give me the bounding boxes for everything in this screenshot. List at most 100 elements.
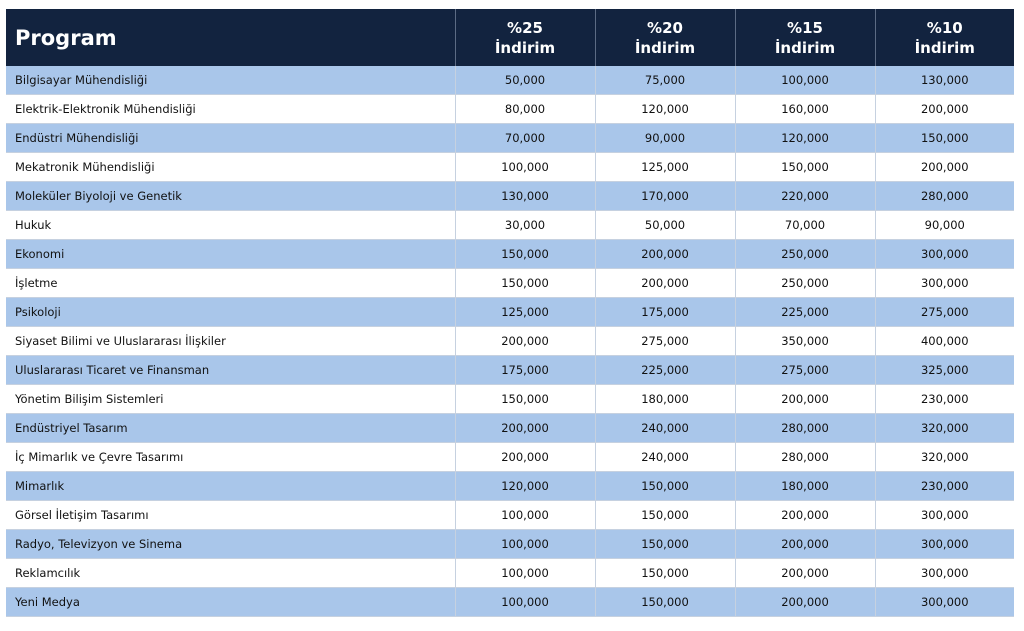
discount-25-cell: 100,000 [455, 529, 596, 559]
table-row: Ekonomi 150,000 200,000 250,000 300,000 [6, 239, 1014, 269]
program-name-cell: Uluslararası Ticaret ve Finansman [6, 355, 456, 385]
discount-20-cell: 75,000 [595, 66, 736, 95]
discount-15-cell: 250,000 [735, 268, 876, 298]
discount-20-cell: 125,000 [595, 152, 736, 182]
discount-10-cell: 230,000 [875, 471, 1014, 501]
discount-10-cell: 320,000 [875, 442, 1014, 472]
discount-15-cell: 250,000 [735, 239, 876, 269]
discount-25-cell: 70,000 [455, 123, 596, 153]
discount-25-cell: 120,000 [455, 471, 596, 501]
table-row: Endüstriyel Tasarım 200,000 240,000 280,… [6, 413, 1014, 443]
discount-25-cell: 130,000 [455, 181, 596, 211]
discount-25-cell: 100,000 [455, 152, 596, 182]
program-name-cell: Elektrik-Elektronik Mühendisliği [6, 94, 456, 124]
discount-table-container: Program %25 İndirim %20 İndirim %15 İndi… [6, 9, 1014, 617]
discount-10-cell: 275,000 [875, 297, 1014, 327]
discount-25-cell: 150,000 [455, 239, 596, 269]
table-row: Radyo, Televizyon ve Sinema 100,000 150,… [6, 529, 1014, 559]
discount-10-cell: 400,000 [875, 326, 1014, 356]
table-row: Siyaset Bilimi ve Uluslararası İlişkiler… [6, 326, 1014, 356]
program-name-cell: Yeni Medya [6, 587, 456, 617]
discount-20-cell: 150,000 [595, 587, 736, 617]
program-name-cell: Hukuk [6, 210, 456, 240]
discount-15-cell: 200,000 [735, 529, 876, 559]
table-row: Yeni Medya 100,000 150,000 200,000 300,0… [6, 587, 1014, 617]
discount-10-cell: 320,000 [875, 413, 1014, 443]
column-header-percent: %15 [787, 18, 823, 37]
program-name-cell: Reklamcılık [6, 558, 456, 588]
discount-15-cell: 350,000 [735, 326, 876, 356]
program-name-cell: Yönetim Bilişim Sistemleri [6, 384, 456, 414]
discount-20-cell: 240,000 [595, 442, 736, 472]
discount-15-cell: 100,000 [735, 66, 876, 95]
discount-20-cell: 225,000 [595, 355, 736, 385]
discount-15-cell: 200,000 [735, 587, 876, 617]
discount-10-cell: 200,000 [875, 152, 1014, 182]
discount-25-cell: 200,000 [455, 442, 596, 472]
table-row: Endüstri Mühendisliği 70,000 90,000 120,… [6, 123, 1014, 153]
discount-20-cell: 200,000 [595, 268, 736, 298]
header-row: Program %25 İndirim %20 İndirim %15 İndi… [6, 9, 1014, 66]
discount-20-cell: 180,000 [595, 384, 736, 414]
discount-20-cell: 50,000 [595, 210, 736, 240]
discount-10-cell: 300,000 [875, 500, 1014, 530]
discount-15-cell: 200,000 [735, 558, 876, 588]
discount-15-cell: 200,000 [735, 500, 876, 530]
discount-25-cell: 30,000 [455, 210, 596, 240]
program-name-cell: Endüstriyel Tasarım [6, 413, 456, 443]
discount-15-cell: 120,000 [735, 123, 876, 153]
column-header-label: İndirim [774, 38, 836, 57]
discount-20-cell: 240,000 [595, 413, 736, 443]
discount-10-cell: 90,000 [875, 210, 1014, 240]
column-header-program: Program [6, 9, 456, 66]
discount-20-cell: 150,000 [595, 558, 736, 588]
column-header-discount-15: %15 İndirim [735, 9, 876, 66]
table-row: Görsel İletişim Tasarımı 100,000 150,000… [6, 500, 1014, 530]
discount-20-cell: 275,000 [595, 326, 736, 356]
discount-15-cell: 150,000 [735, 152, 876, 182]
column-header-label: İndirim [634, 38, 696, 57]
discount-25-cell: 100,000 [455, 558, 596, 588]
discount-25-cell: 175,000 [455, 355, 596, 385]
discount-25-cell: 80,000 [455, 94, 596, 124]
discount-20-cell: 200,000 [595, 239, 736, 269]
discount-10-cell: 300,000 [875, 558, 1014, 588]
column-header-label: İndirim [494, 38, 556, 57]
discount-15-cell: 70,000 [735, 210, 876, 240]
discount-20-cell: 150,000 [595, 529, 736, 559]
table-row: Bilgisayar Mühendisliği 50,000 75,000 10… [6, 66, 1014, 95]
discount-15-cell: 160,000 [735, 94, 876, 124]
discount-10-cell: 150,000 [875, 123, 1014, 153]
program-name-cell: Moleküler Biyoloji ve Genetik [6, 181, 456, 211]
column-header-percent: %25 [507, 18, 543, 37]
table-row: Moleküler Biyoloji ve Genetik 130,000 17… [6, 181, 1014, 211]
table-row: Mimarlık 120,000 150,000 180,000 230,000 [6, 471, 1014, 501]
discount-25-cell: 100,000 [455, 500, 596, 530]
discount-15-cell: 180,000 [735, 471, 876, 501]
table-body: Bilgisayar Mühendisliği 50,000 75,000 10… [6, 66, 1014, 617]
program-name-cell: Siyaset Bilimi ve Uluslararası İlişkiler [6, 326, 456, 356]
discount-20-cell: 120,000 [595, 94, 736, 124]
table-header: Program %25 İndirim %20 İndirim %15 İndi… [6, 9, 1014, 66]
program-name-cell: Bilgisayar Mühendisliği [6, 66, 456, 95]
discount-15-cell: 280,000 [735, 413, 876, 443]
program-name-cell: Psikoloji [6, 297, 456, 327]
column-header-program-label: Program [15, 25, 117, 50]
discount-10-cell: 130,000 [875, 66, 1014, 95]
discount-20-cell: 90,000 [595, 123, 736, 153]
discount-20-cell: 150,000 [595, 471, 736, 501]
table-row: Elektrik-Elektronik Mühendisliği 80,000 … [6, 94, 1014, 124]
discount-25-cell: 150,000 [455, 268, 596, 298]
discount-10-cell: 300,000 [875, 529, 1014, 559]
discount-25-cell: 200,000 [455, 413, 596, 443]
discount-25-cell: 125,000 [455, 297, 596, 327]
program-name-cell: İşletme [6, 268, 456, 298]
discount-10-cell: 280,000 [875, 181, 1014, 211]
table-row: Reklamcılık 100,000 150,000 200,000 300,… [6, 558, 1014, 588]
discount-15-cell: 200,000 [735, 384, 876, 414]
program-name-cell: Endüstri Mühendisliği [6, 123, 456, 153]
program-name-cell: Mekatronik Mühendisliği [6, 152, 456, 182]
column-header-discount-10: %10 İndirim [875, 9, 1014, 66]
table-row: İşletme 150,000 200,000 250,000 300,000 [6, 268, 1014, 298]
discount-10-cell: 300,000 [875, 587, 1014, 617]
